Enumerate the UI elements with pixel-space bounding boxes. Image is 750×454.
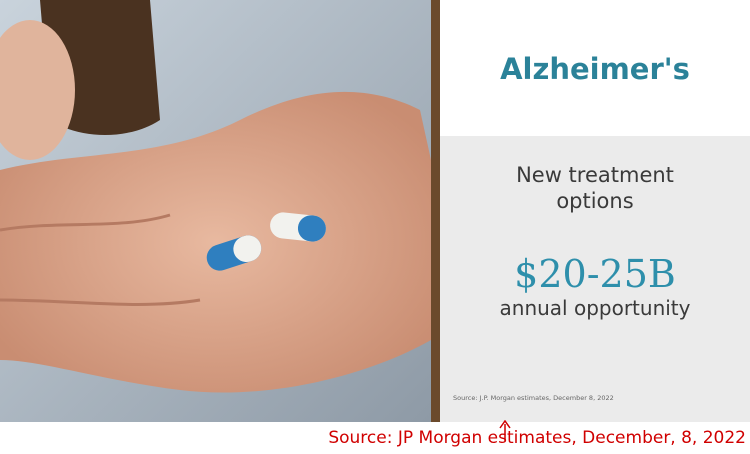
annotation: Source: JP Morgan estimates, December, 8… [328, 428, 746, 448]
title-area: Alzheimer's [440, 0, 750, 136]
finger [0, 20, 75, 160]
slide-title: Alzheimer's [500, 52, 690, 86]
hand [0, 91, 431, 393]
finger-line [0, 213, 201, 306]
slide-source: Source: J.P. Morgan estimates, December … [453, 394, 614, 402]
figure-caption: annual opportunity [499, 296, 691, 320]
content-panel: New treatment options $20-25B annual opp… [440, 136, 750, 422]
arrow [499, 420, 511, 441]
pill [270, 212, 326, 242]
photo [0, 0, 431, 422]
pill [206, 235, 262, 271]
divider [431, 0, 440, 422]
figure: $20-25B [514, 252, 676, 296]
subtitle: New treatment options [516, 163, 674, 213]
